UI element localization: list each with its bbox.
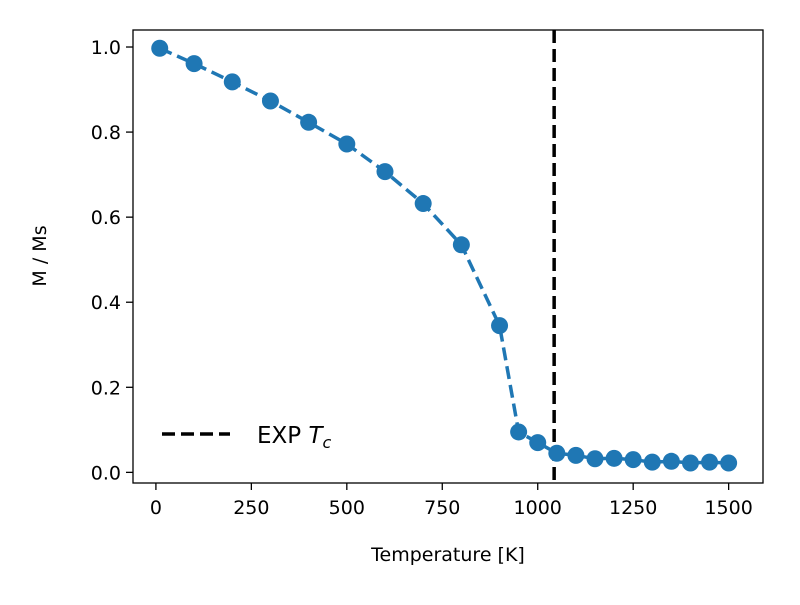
- data-point: [529, 434, 547, 452]
- data-point: [300, 113, 318, 131]
- x-tick-label: 750: [424, 497, 460, 519]
- x-axis: 0 250 500 750 1000 1250 1500: [150, 483, 753, 519]
- data-point: [223, 73, 241, 91]
- y-tick-label: 0.0: [91, 462, 121, 484]
- x-tick-label: 1250: [609, 497, 657, 519]
- y-axis: 0.0 0.2 0.4 0.6 0.8 1.0: [91, 37, 133, 484]
- data-point: [605, 449, 623, 467]
- plot-frame: [132, 29, 764, 484]
- x-tick-label: 500: [329, 497, 365, 519]
- data-point: [151, 39, 169, 57]
- y-tick-label: 0.4: [91, 292, 121, 314]
- data-point: [643, 453, 661, 471]
- data-point: [452, 236, 470, 254]
- legend: EXP Tc: [162, 423, 332, 452]
- data-point: [338, 135, 356, 153]
- data-point: [548, 444, 566, 462]
- y-tick-label: 0.6: [91, 207, 121, 229]
- legend-label-math: T: [308, 423, 324, 449]
- data-point: [261, 92, 279, 110]
- data-point: [662, 452, 680, 470]
- y-axis-label: M / Ms: [29, 225, 51, 286]
- legend-label-text: EXP: [257, 423, 308, 449]
- series-lines: [159, 46, 729, 465]
- series-points: [151, 39, 738, 472]
- data-point: [567, 446, 585, 464]
- series-line: [159, 46, 729, 465]
- data-point: [414, 195, 432, 213]
- plot-area: [133, 30, 763, 483]
- x-tick-label: 250: [233, 497, 269, 519]
- data-point: [624, 451, 642, 469]
- data-point: [491, 317, 509, 335]
- data-point: [185, 55, 203, 73]
- y-tick-label: 0.2: [91, 377, 121, 399]
- x-tick-label: 0: [150, 497, 162, 519]
- legend-label: EXP Tc: [257, 423, 332, 452]
- y-tick-label: 1.0: [91, 37, 121, 59]
- legend-label-subscript: c: [323, 433, 332, 452]
- x-tick-label: 1000: [514, 497, 562, 519]
- data-point: [376, 163, 394, 181]
- data-point: [681, 454, 699, 472]
- data-point: [701, 453, 719, 471]
- x-tick-label: 1500: [704, 497, 752, 519]
- y-tick-label: 0.8: [91, 122, 121, 144]
- data-point: [720, 454, 738, 472]
- data-point: [586, 450, 604, 468]
- data-point: [510, 423, 528, 441]
- x-axis-label: Temperature [K]: [370, 544, 525, 566]
